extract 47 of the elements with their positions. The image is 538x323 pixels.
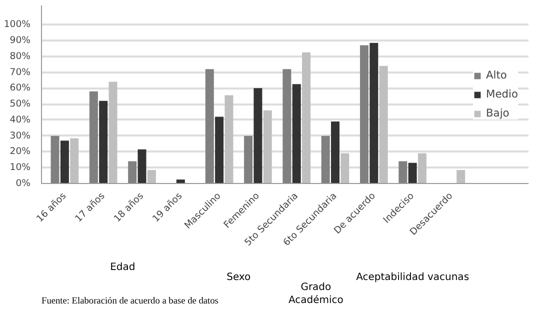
y-tick-label: 40% [10,114,31,126]
y-tick-label: 0% [16,178,31,189]
legend-label: Medio [486,88,518,100]
bar [379,66,388,184]
bar [292,84,301,184]
text: Edad [110,262,136,274]
y-tick-label: 100% [4,19,31,30]
bar [70,138,79,184]
bar [147,170,156,184]
bar [263,110,272,184]
y-tick-label: 60% [10,82,31,94]
bar [60,140,69,184]
bar [360,45,368,184]
bar [244,136,253,184]
y-tick-label: 50% [10,98,31,110]
bar [108,82,118,184]
legend-label: Alto [486,68,507,82]
bar [418,153,426,184]
legend-label: Bajo [486,106,510,120]
bar [89,91,98,184]
bar [408,162,417,184]
y-tick-label: 80% [10,50,31,62]
text: Aceptabilidad vacunas [356,272,470,283]
source-note: Fuente: Elaboración de acuerdo a base de datos [42,296,219,307]
bar [321,136,330,184]
bar [302,52,311,184]
bar [398,161,408,184]
y-tick-label: 90% [10,34,31,46]
text: Sexo [226,272,251,283]
bar [456,170,466,184]
bar [254,88,262,184]
bar [99,100,108,184]
y-tick-label: 30% [10,130,31,142]
bar [205,69,214,184]
bar [282,69,292,184]
bar [215,116,224,184]
bar [340,153,350,184]
bar [330,122,340,184]
text: Grado Académico [288,282,344,306]
y-tick-label: 70% [10,66,31,78]
bar [50,136,60,184]
y-tick-label: 10% [10,162,31,174]
bar [138,149,146,184]
y-tick-label: 20% [10,146,31,158]
bar [224,95,234,184]
bar [370,42,378,184]
bar [128,161,137,184]
